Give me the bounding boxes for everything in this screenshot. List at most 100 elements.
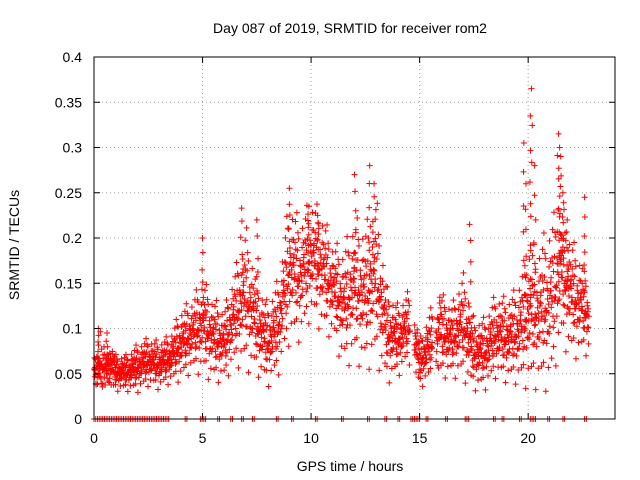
data-point <box>545 309 552 316</box>
data-point <box>264 346 271 353</box>
data-point <box>539 328 546 335</box>
data-point <box>551 318 558 325</box>
data-point <box>371 267 378 274</box>
data-point <box>334 271 341 278</box>
data-point <box>322 245 329 252</box>
data-point <box>166 366 173 373</box>
data-point <box>541 250 548 257</box>
data-point <box>565 273 572 280</box>
data-point <box>228 326 235 333</box>
data-point <box>439 321 446 328</box>
data-point <box>540 286 547 293</box>
data-point <box>522 274 529 281</box>
data-point <box>510 287 517 294</box>
data-point <box>558 268 565 275</box>
data-point <box>460 307 467 314</box>
data-point <box>465 300 472 307</box>
data-point <box>524 297 531 304</box>
data-point <box>530 292 537 299</box>
data-point <box>164 340 171 347</box>
data-point <box>254 268 261 275</box>
data-point <box>420 365 427 372</box>
data-point <box>309 275 316 282</box>
data-point <box>401 323 408 330</box>
data-point <box>471 335 478 342</box>
data-point <box>372 216 379 223</box>
data-point <box>333 327 340 334</box>
data-point <box>556 296 563 303</box>
data-point <box>487 329 494 336</box>
data-point <box>479 365 486 372</box>
data-point <box>451 305 458 312</box>
data-point <box>275 371 282 378</box>
data-point <box>295 235 302 242</box>
data-point <box>264 339 271 346</box>
data-point <box>200 317 207 324</box>
data-point <box>283 325 290 332</box>
data-point <box>579 307 586 314</box>
data-point <box>153 351 160 358</box>
data-point <box>502 341 509 348</box>
data-point <box>371 284 378 291</box>
data-point <box>441 338 448 345</box>
data-point <box>188 304 195 311</box>
data-point <box>331 282 338 289</box>
data-point <box>341 307 348 314</box>
data-point <box>238 205 245 212</box>
data-point <box>576 262 583 269</box>
data-point <box>237 234 244 241</box>
data-point <box>468 347 475 354</box>
data-point <box>124 388 131 395</box>
data-point <box>158 341 165 348</box>
data-point <box>529 331 536 338</box>
data-point <box>152 376 159 383</box>
data-point <box>291 239 298 246</box>
data-point <box>438 297 445 304</box>
data-point <box>355 287 362 294</box>
data-point <box>472 327 479 334</box>
data-point <box>323 289 330 296</box>
data-point <box>379 329 386 336</box>
data-point <box>385 299 392 306</box>
data-point <box>565 247 572 254</box>
data-point <box>335 261 342 268</box>
data-point <box>280 287 287 294</box>
data-point <box>439 360 446 367</box>
data-point <box>352 207 359 214</box>
data-point <box>291 251 298 258</box>
data-point <box>383 349 390 356</box>
data-point <box>244 249 251 256</box>
data-point <box>461 289 468 296</box>
data-point <box>298 271 305 278</box>
data-point <box>560 261 567 268</box>
data-point <box>128 372 135 379</box>
data-point <box>379 278 386 285</box>
data-point <box>245 257 252 264</box>
data-point <box>162 368 169 375</box>
data-point <box>357 321 364 328</box>
data-point <box>450 297 457 304</box>
data-point <box>374 200 381 207</box>
data-point <box>104 330 111 337</box>
data-point <box>97 328 104 335</box>
data-point <box>447 331 454 338</box>
data-point <box>255 331 262 338</box>
data-point <box>319 222 326 229</box>
data-point <box>192 317 199 324</box>
data-point <box>231 349 238 356</box>
data-point <box>322 276 329 283</box>
data-point <box>479 359 486 366</box>
data-point <box>254 302 261 309</box>
data-point <box>282 234 289 241</box>
data-point <box>355 242 362 249</box>
data-point <box>351 265 358 272</box>
data-point <box>234 287 241 294</box>
data-point <box>348 340 355 347</box>
data-point <box>365 297 372 304</box>
data-point <box>406 361 413 368</box>
data-point <box>144 341 151 348</box>
data-point <box>472 387 479 394</box>
data-point <box>509 345 516 352</box>
data-point <box>545 364 552 371</box>
data-point <box>345 249 352 256</box>
